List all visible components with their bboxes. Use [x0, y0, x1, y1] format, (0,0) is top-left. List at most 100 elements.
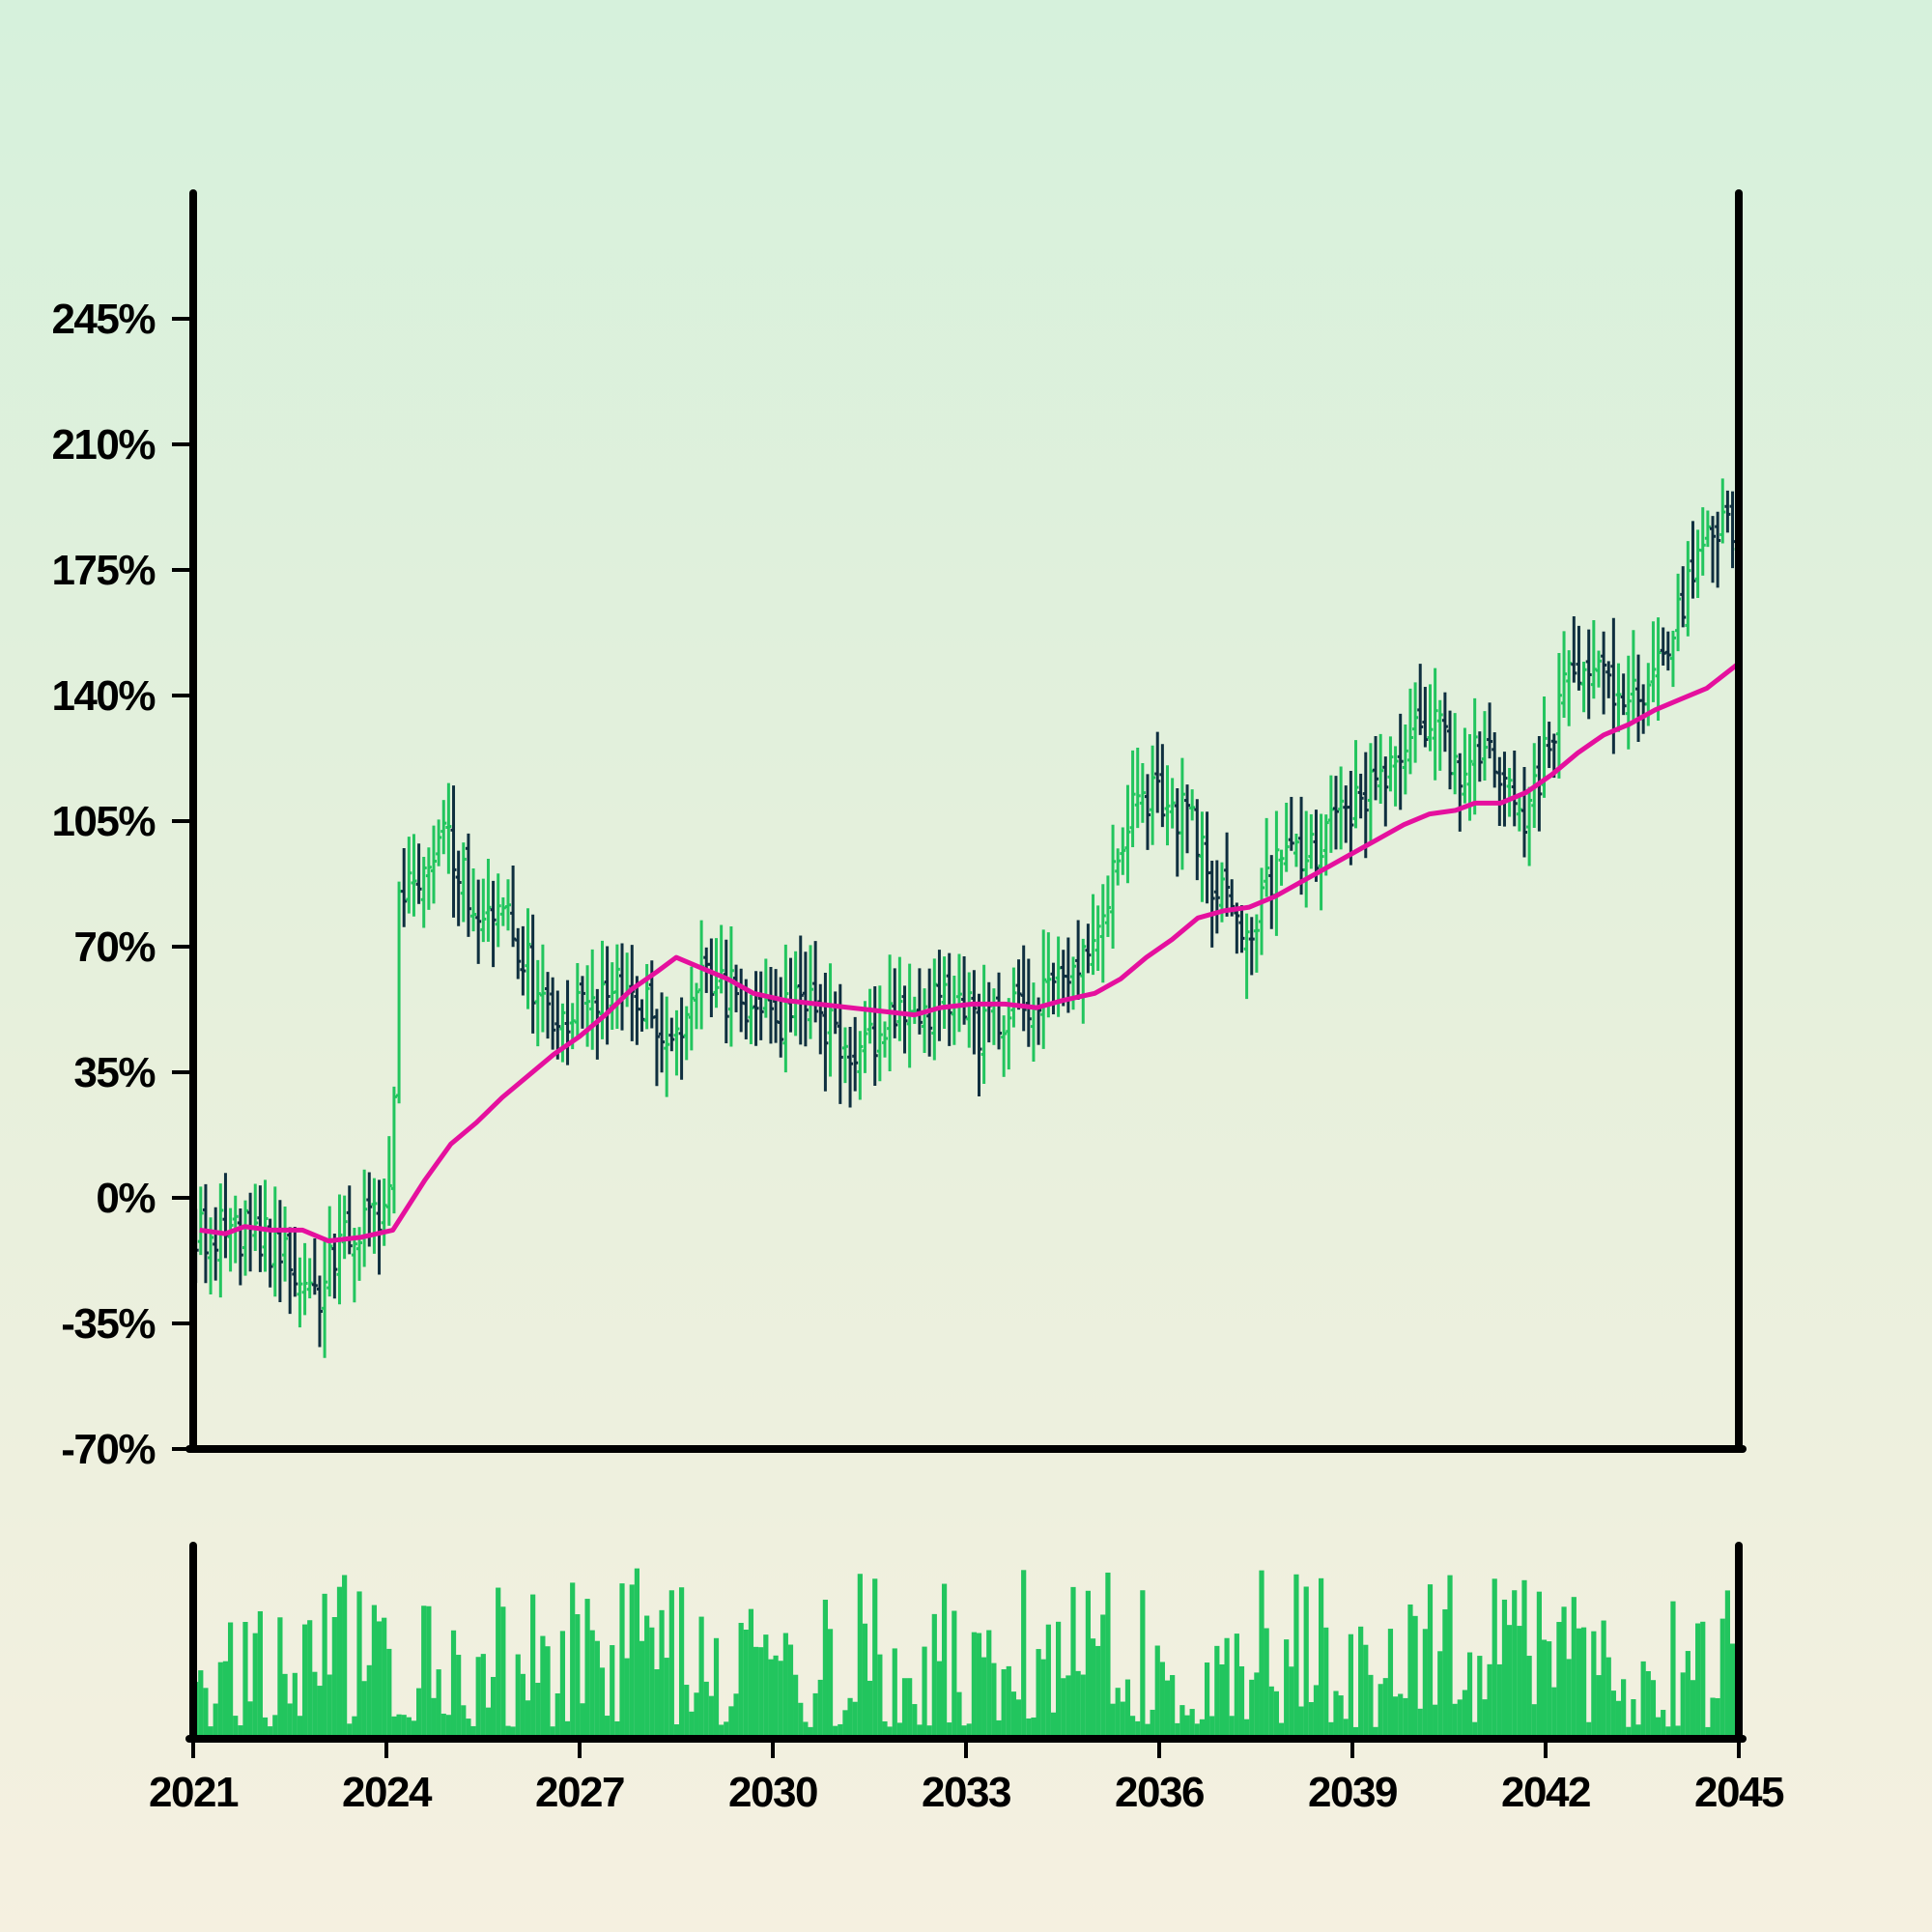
ohlc-bar: [1635, 654, 1642, 742]
axes: [172, 189, 1747, 1758]
ohlc-bar: [1690, 521, 1696, 599]
volume-bar: [396, 1714, 402, 1739]
ohlc-bar: [782, 944, 789, 1073]
volume-bar: [996, 1719, 1002, 1739]
ohlc-bar: [847, 1027, 854, 1108]
volume-bar: [1268, 1686, 1274, 1739]
volume-bar: [1580, 1627, 1587, 1739]
volume-bar: [1512, 1590, 1518, 1739]
volume-bar: [713, 1637, 720, 1739]
ohlc-bar: [574, 962, 581, 1037]
ohlc-bar: [1248, 917, 1255, 976]
ohlc-bar: [922, 988, 928, 1054]
ohlc-bar: [495, 873, 501, 948]
ohlc-bar: [1402, 724, 1408, 795]
volume-bar: [1140, 1590, 1146, 1739]
volume-bar: [415, 1688, 422, 1739]
ohlc-bar: [971, 970, 978, 1055]
volume-bar: [917, 1724, 923, 1739]
volume-bar: [1264, 1628, 1269, 1739]
ohlc-bar: [787, 957, 794, 1033]
volume-bar: [782, 1633, 788, 1739]
volume-bar: [773, 1655, 779, 1739]
ohlc-bar: [406, 837, 412, 914]
volume-bar: [1417, 1708, 1423, 1739]
volume-bar: [882, 1720, 888, 1739]
ohlc-bar: [1293, 833, 1299, 867]
ohlc-bar: [1406, 688, 1413, 775]
ohlc-bar: [659, 992, 666, 1073]
x-tick-label: 2030: [728, 1769, 817, 1816]
volume-bar: [480, 1654, 486, 1739]
volume-bar: [287, 1703, 293, 1739]
volume-bar: [1338, 1695, 1344, 1739]
volume-bar: [956, 1691, 962, 1739]
volume-bar: [500, 1606, 506, 1739]
volume-bar: [554, 1692, 560, 1739]
volume-bar: [733, 1693, 739, 1739]
volume-bar: [1407, 1604, 1413, 1739]
volume-bar: [952, 1610, 957, 1739]
ohlc-bar: [1546, 722, 1552, 769]
volume-bar: [724, 1721, 729, 1739]
ohlc-bar: [411, 834, 417, 917]
volume-bar: [461, 1705, 467, 1739]
volume-bar: [758, 1647, 764, 1739]
ohlc-bar: [1566, 650, 1573, 726]
ohlc-bar: [1164, 765, 1171, 846]
ohlc-bar: [1492, 732, 1498, 788]
volume-bar: [728, 1706, 734, 1739]
ohlc-bar: [450, 785, 457, 918]
ohlc-bar: [589, 949, 596, 1050]
volume-bar: [352, 1716, 357, 1739]
ohlc-bar: [510, 865, 517, 948]
volume-bar: [426, 1605, 432, 1739]
volume-bar: [787, 1644, 794, 1739]
volume-bar: [227, 1622, 234, 1739]
volume-bar: [1284, 1639, 1290, 1739]
volume-bar: [1363, 1644, 1369, 1739]
ohlc-bar: [1526, 786, 1533, 867]
ohlc-bar: [708, 938, 715, 1017]
ohlc-bar: [1699, 507, 1706, 576]
ohlc-bar: [1392, 746, 1399, 807]
ohlc-bar: [881, 1021, 888, 1058]
volume-bar: [1015, 1699, 1022, 1739]
volume-bar: [605, 1716, 611, 1739]
volume-bar: [282, 1673, 288, 1739]
ohlc-bar: [1412, 682, 1419, 763]
ohlc-bar: [1601, 631, 1607, 715]
ohlc-bar: [1655, 617, 1662, 722]
ohlc-bar: [287, 1227, 294, 1315]
ohlc-bar: [247, 1192, 254, 1272]
y-tick-label: 35%: [73, 1049, 155, 1096]
ohlc-bar: [1694, 529, 1701, 598]
volume-bar: [470, 1725, 476, 1739]
volume-bar: [872, 1578, 878, 1739]
volume-bar: [268, 1726, 273, 1739]
volume-bar: [1159, 1662, 1165, 1739]
volume-bar: [336, 1586, 343, 1739]
volume-bar: [817, 1679, 823, 1739]
ohlc-bar: [762, 958, 769, 1018]
volume-bar: [1080, 1674, 1086, 1739]
volume-bar: [520, 1673, 526, 1739]
ohlc-bar: [1719, 478, 1726, 544]
volume-bar: [1729, 1643, 1736, 1739]
volume-bar: [1605, 1657, 1611, 1739]
ohlc-bar: [1471, 697, 1478, 815]
ohlc-bar: [792, 951, 799, 1037]
ohlc-bar: [1139, 762, 1146, 823]
volume-bar: [1209, 1716, 1215, 1739]
volume-bar: [1382, 1678, 1388, 1739]
volume-bar: [753, 1646, 759, 1739]
volume-bar: [575, 1614, 581, 1739]
volume-bar: [559, 1631, 566, 1739]
ohlc-bar: [1373, 735, 1379, 801]
volume-bar: [406, 1717, 412, 1739]
volume-bar: [1303, 1586, 1309, 1739]
ohlc-bar: [485, 859, 492, 942]
ohlc-bar: [698, 920, 705, 1030]
volume-bar: [1422, 1629, 1428, 1739]
volume-bar: [1517, 1626, 1522, 1739]
